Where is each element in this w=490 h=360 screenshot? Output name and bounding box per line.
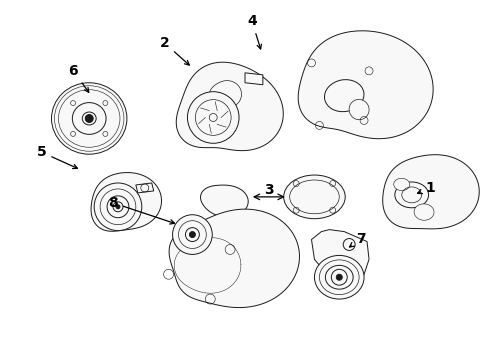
Circle shape [343, 239, 355, 251]
Polygon shape [136, 183, 154, 193]
Text: 4: 4 [247, 14, 262, 49]
Polygon shape [245, 73, 263, 85]
Circle shape [107, 196, 129, 218]
Polygon shape [312, 230, 369, 281]
Text: 6: 6 [69, 64, 89, 92]
Ellipse shape [73, 103, 106, 134]
Polygon shape [91, 172, 162, 231]
Polygon shape [394, 178, 410, 190]
Circle shape [190, 231, 196, 238]
Text: 7: 7 [349, 231, 366, 247]
Polygon shape [169, 209, 299, 307]
Circle shape [113, 202, 123, 212]
Ellipse shape [82, 112, 96, 125]
Polygon shape [210, 81, 242, 108]
Polygon shape [200, 185, 248, 217]
Ellipse shape [395, 182, 429, 208]
Circle shape [185, 228, 199, 242]
Text: 3: 3 [264, 183, 273, 197]
Text: 5: 5 [37, 145, 77, 168]
Polygon shape [349, 99, 369, 120]
Circle shape [94, 183, 142, 231]
Circle shape [116, 205, 120, 209]
Text: 2: 2 [160, 36, 189, 65]
Ellipse shape [315, 255, 364, 299]
Circle shape [336, 274, 342, 280]
Circle shape [172, 215, 212, 255]
Text: 1: 1 [417, 181, 436, 195]
Circle shape [188, 92, 239, 143]
Circle shape [209, 113, 217, 121]
Circle shape [85, 114, 93, 122]
Circle shape [331, 269, 347, 285]
Ellipse shape [325, 265, 353, 289]
Polygon shape [176, 62, 283, 150]
Ellipse shape [51, 83, 127, 154]
Polygon shape [383, 155, 479, 229]
Polygon shape [414, 204, 434, 220]
Polygon shape [298, 31, 433, 139]
Text: 8: 8 [108, 196, 174, 224]
Polygon shape [195, 110, 218, 135]
Ellipse shape [284, 175, 345, 219]
Ellipse shape [324, 80, 364, 112]
